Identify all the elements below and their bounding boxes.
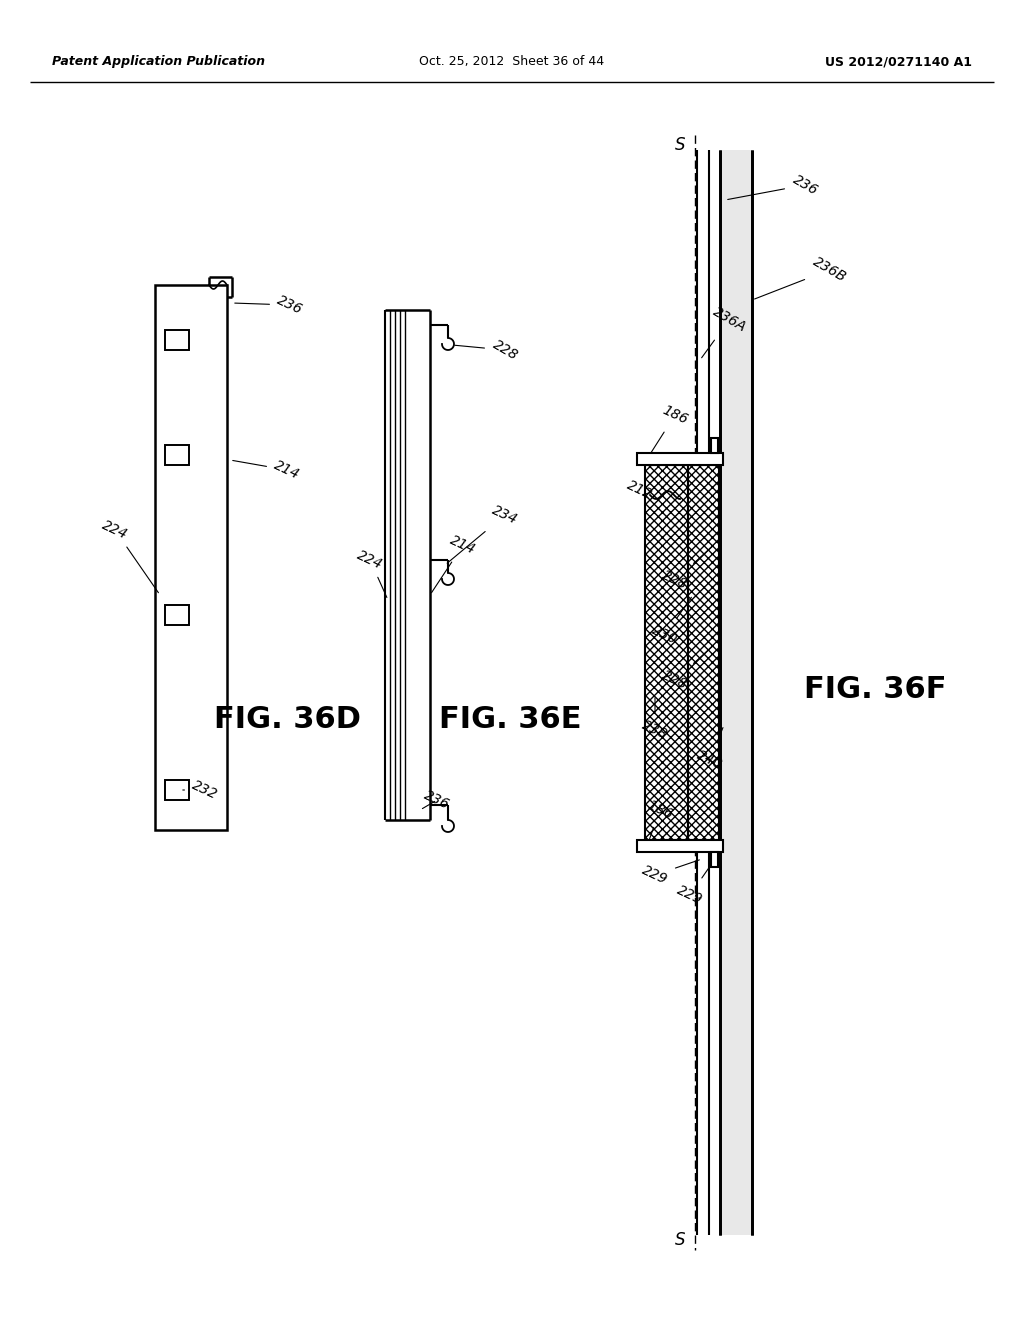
Text: 240: 240 [695, 727, 725, 772]
Text: 214: 214 [431, 533, 478, 593]
Text: 236: 236 [234, 293, 305, 317]
Text: 229: 229 [675, 861, 714, 907]
Bar [645, 465, 688, 840]
Text: 186: 186 [645, 799, 675, 843]
Bar [637, 840, 723, 851]
Text: 228: 228 [660, 647, 712, 692]
Text: 236A: 236A [701, 305, 749, 358]
Bar [165, 445, 189, 465]
Bar [688, 465, 719, 840]
Text: FIG. 36D: FIG. 36D [214, 705, 361, 734]
Text: 224: 224 [100, 517, 159, 593]
Bar [165, 605, 189, 624]
Text: 230: 230 [650, 597, 691, 647]
Text: US 2012/0271140 A1: US 2012/0271140 A1 [825, 55, 972, 69]
Bar [720, 150, 752, 1236]
Text: 228: 228 [660, 546, 712, 591]
Text: 238: 238 [640, 698, 670, 742]
Text: 232: 232 [182, 777, 220, 803]
Bar [711, 438, 718, 453]
Text: FIG. 36E: FIG. 36E [438, 705, 582, 734]
Text: 236: 236 [728, 173, 820, 199]
Text: 236: 236 [422, 788, 452, 812]
Text: FIG. 36F: FIG. 36F [804, 676, 946, 705]
Text: S: S [675, 136, 685, 154]
Text: Patent Application Publication: Patent Application Publication [52, 55, 265, 69]
Bar [711, 851, 718, 867]
Bar [637, 453, 723, 465]
Text: Oct. 25, 2012  Sheet 36 of 44: Oct. 25, 2012 Sheet 36 of 44 [420, 55, 604, 69]
Text: 214: 214 [232, 458, 302, 482]
Bar [165, 780, 189, 800]
Text: S: S [675, 1232, 685, 1249]
Text: 229: 229 [640, 859, 699, 887]
Text: 228: 228 [455, 338, 520, 363]
Bar [165, 330, 189, 350]
Text: 234: 234 [447, 503, 520, 564]
Text: 212: 212 [625, 478, 663, 502]
Text: 236B: 236B [755, 255, 848, 300]
Text: 224: 224 [355, 548, 387, 598]
Text: 186: 186 [648, 403, 690, 457]
Bar [155, 285, 227, 830]
